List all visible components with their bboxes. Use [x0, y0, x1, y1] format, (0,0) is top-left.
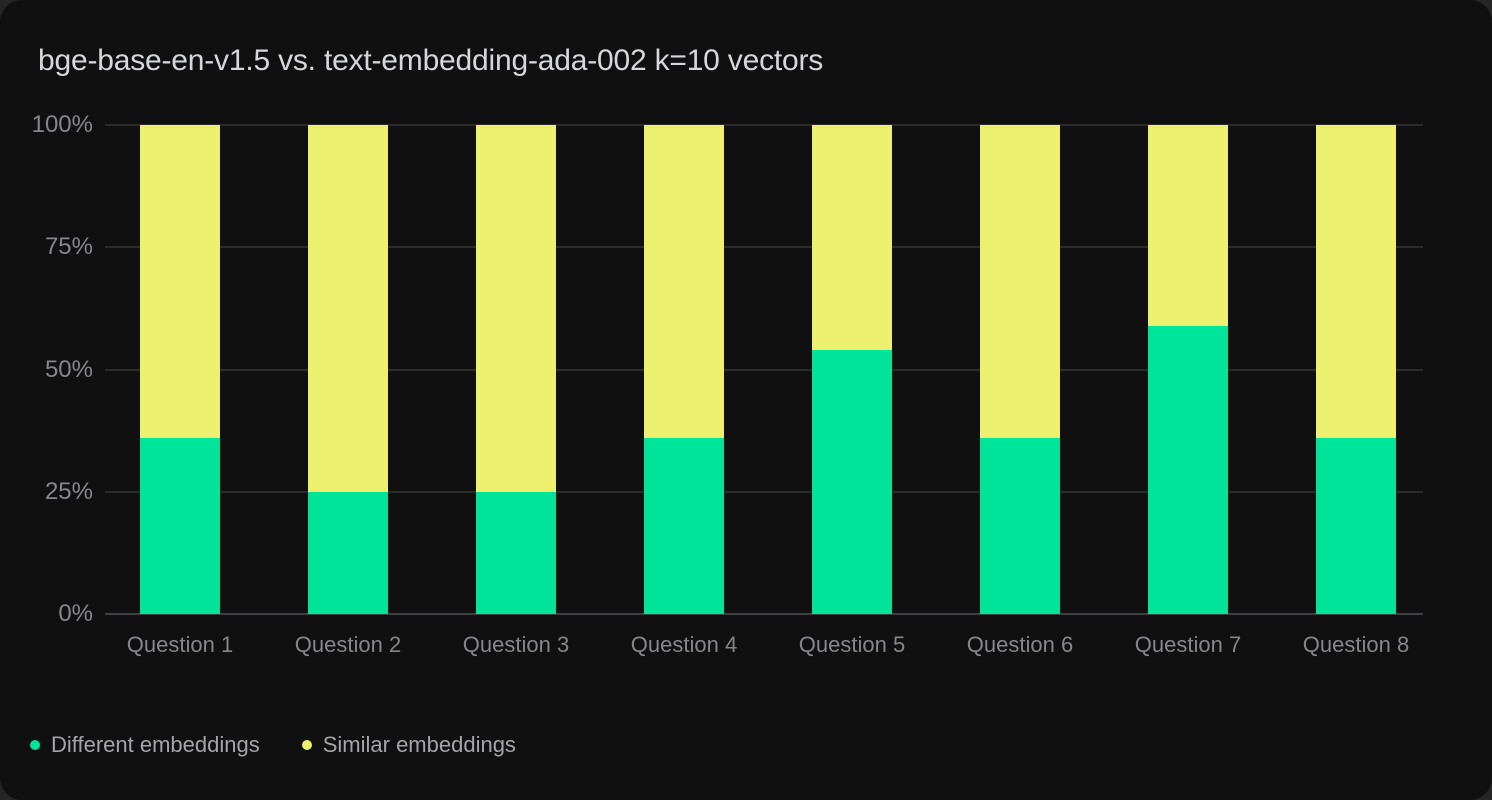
gridline-75: [105, 246, 1423, 249]
gridline-50: [105, 368, 1423, 371]
bar-question-1-similar-embeddings-segment[interactable]: [140, 125, 220, 438]
chart-title: bge-base-en-v1.5 vs. text-embedding-ada-…: [38, 44, 824, 77]
x-tick-label-question-6: Question 6: [966, 632, 1074, 657]
legend-label-different-embeddings: Different embeddings: [51, 732, 260, 757]
bar-question-3[interactable]: [476, 125, 556, 614]
bar-question-8-different-embeddings-segment[interactable]: [1316, 437, 1396, 614]
bar-question-5-different-embeddings-segment[interactable]: [812, 349, 892, 614]
bar-question-6[interactable]: [980, 125, 1060, 614]
bar-question-5[interactable]: [812, 125, 892, 614]
x-tick-label-question-8: Question 8: [1302, 632, 1410, 657]
bar-question-6-different-embeddings-segment[interactable]: [980, 437, 1060, 614]
bar-question-5-similar-embeddings-segment[interactable]: [812, 125, 892, 350]
bar-question-8[interactable]: [1316, 125, 1396, 614]
bar-question-2-similar-embeddings-segment[interactable]: [308, 125, 388, 492]
legend-dot-different-embeddings-icon: [30, 740, 40, 750]
bar-question-8-similar-embeddings-segment[interactable]: [1316, 125, 1396, 438]
bar-question-7-similar-embeddings-segment[interactable]: [1148, 125, 1228, 326]
bar-question-7-different-embeddings-segment[interactable]: [1148, 325, 1228, 614]
bar-question-1[interactable]: [140, 125, 220, 614]
bar-question-6-similar-embeddings-segment[interactable]: [980, 125, 1060, 438]
legend-dot-similar-embeddings-icon: [301, 740, 312, 750]
bar-question-3-different-embeddings-segment[interactable]: [476, 491, 556, 614]
x-tick-label-question-7: Question 7: [1134, 632, 1242, 657]
x-tick-label-question-5: Question 5: [798, 632, 906, 657]
gridline-100: [105, 124, 1423, 126]
y-axis: 0% 25% 50% 75% 100%: [0, 113, 93, 626]
x-tick-label-question-4: Question 4: [630, 632, 738, 657]
bar-question-2-different-embeddings-segment[interactable]: [308, 491, 388, 614]
bar-question-7[interactable]: [1148, 125, 1228, 614]
legend-item-similar-embeddings[interactable]: Similar embeddings: [301, 732, 516, 758]
x-tick-label-question-3: Question 3: [462, 632, 570, 657]
x-tick-label-question-1: Question 1: [126, 632, 234, 657]
bar-question-4-similar-embeddings-segment[interactable]: [644, 125, 724, 438]
bar-question-2[interactable]: [308, 125, 388, 614]
legend-label-similar-embeddings: Similar embeddings: [322, 732, 516, 757]
bar-question-4-different-embeddings-segment[interactable]: [644, 437, 724, 614]
y-tick-label-75: 75%: [44, 233, 93, 261]
bar-question-3-similar-embeddings-segment[interactable]: [476, 125, 556, 492]
x-tick-label-question-2: Question 2: [294, 632, 402, 657]
legend: Different embeddings Similar embeddings: [30, 732, 516, 758]
x-axis: Question 1 Question 2 Question 3 Question 4…: [105, 632, 1423, 662]
plot-area: [105, 124, 1423, 615]
y-tick-label-50: 50%: [44, 355, 93, 383]
gridline-25: [105, 490, 1423, 493]
y-tick-label-0: 0%: [58, 600, 93, 627]
legend-item-different-embeddings[interactable]: Different embeddings: [30, 732, 260, 758]
y-tick-label-25: 25%: [44, 477, 93, 505]
bar-question-4[interactable]: [644, 125, 724, 614]
x-axis-baseline: [105, 613, 1423, 615]
y-tick-label-100: 100%: [31, 111, 93, 138]
bar-question-1-different-embeddings-segment[interactable]: [140, 437, 220, 614]
